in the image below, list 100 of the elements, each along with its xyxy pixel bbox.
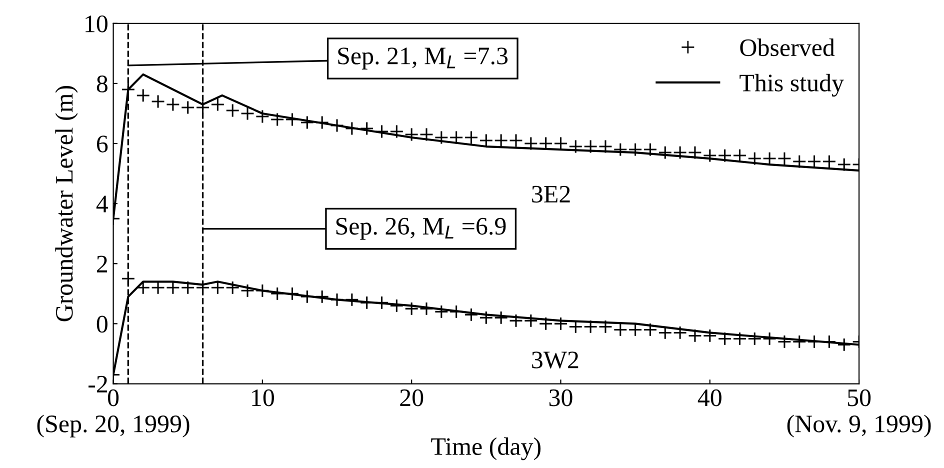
point — [255, 284, 270, 298]
point — [420, 302, 434, 316]
point — [494, 310, 508, 325]
point — [702, 328, 717, 343]
point — [151, 280, 165, 295]
point — [404, 302, 419, 316]
point — [449, 304, 464, 319]
point — [374, 124, 389, 138]
point — [210, 280, 225, 295]
y-tick-label: 6 — [96, 136, 108, 152]
point — [479, 310, 494, 325]
y-tick-label: 8 — [96, 76, 108, 92]
x-tick-label: 30 — [549, 389, 572, 406]
point — [718, 332, 732, 346]
point — [732, 332, 747, 346]
point — [420, 128, 434, 142]
point — [792, 334, 806, 349]
annotation: Sep. 21, M$_{L}$ =7.3 — [338, 48, 508, 70]
point — [538, 316, 553, 331]
point — [494, 134, 508, 148]
point — [613, 322, 628, 337]
point — [792, 154, 806, 169]
point — [390, 298, 404, 313]
point — [434, 304, 448, 319]
point — [180, 280, 195, 295]
point — [598, 320, 612, 334]
point — [166, 98, 180, 112]
point — [300, 290, 314, 304]
point — [196, 280, 210, 295]
point — [479, 134, 494, 148]
x-tick-label: 20 — [400, 389, 424, 406]
point — [584, 320, 598, 334]
point — [255, 110, 270, 124]
point — [673, 146, 688, 160]
point — [643, 142, 658, 157]
annotation: 3E2 — [532, 186, 570, 203]
point — [777, 152, 792, 166]
point — [240, 106, 254, 120]
point — [210, 98, 225, 112]
point — [777, 334, 792, 349]
point — [718, 148, 732, 163]
annotation: 3W2 — [532, 352, 578, 369]
point — [285, 286, 300, 301]
legend-label: This study — [740, 74, 844, 97]
y-tick-label: 2 — [97, 256, 108, 272]
y-tick-label: 10 — [86, 15, 108, 32]
point — [509, 314, 523, 328]
point — [315, 116, 330, 130]
point — [688, 146, 702, 160]
point — [344, 292, 359, 307]
point — [568, 140, 583, 154]
point — [524, 136, 538, 150]
point — [136, 88, 150, 102]
legend-label: Observed — [740, 38, 835, 56]
point — [748, 332, 762, 346]
point — [434, 130, 448, 144]
annotation: Sep. 26, M$_{L}$ =6.9 — [336, 218, 506, 240]
point — [121, 272, 136, 286]
point — [762, 152, 777, 166]
point — [300, 116, 314, 130]
point — [315, 290, 330, 304]
point — [837, 158, 852, 172]
point — [196, 100, 210, 114]
point — [226, 104, 240, 118]
point — [180, 100, 195, 114]
point — [449, 130, 464, 144]
point — [613, 142, 628, 157]
point — [658, 146, 672, 160]
point — [822, 154, 836, 169]
point — [270, 286, 284, 301]
point — [554, 316, 568, 331]
y-tick-label: 0 — [96, 316, 108, 333]
point — [837, 338, 852, 352]
point — [240, 284, 254, 298]
x-axis-title: Time (day) — [431, 437, 540, 460]
point — [330, 118, 344, 132]
point — [748, 152, 762, 166]
x-tick-label: 40 — [698, 389, 722, 406]
point — [673, 326, 688, 340]
point — [360, 122, 374, 136]
point — [732, 148, 747, 163]
point — [702, 148, 717, 163]
y-tick-label: 4 — [96, 196, 108, 212]
point — [270, 112, 284, 126]
point — [464, 308, 478, 322]
point — [285, 112, 300, 126]
point — [136, 280, 150, 295]
point — [121, 82, 136, 96]
point — [390, 124, 404, 138]
point — [330, 292, 344, 307]
point — [374, 296, 389, 310]
point — [464, 130, 478, 144]
point — [688, 328, 702, 343]
point — [166, 280, 180, 295]
point — [226, 280, 240, 295]
x-tick-label: 10 — [252, 389, 274, 406]
point — [584, 140, 598, 154]
point — [598, 140, 612, 154]
point — [643, 322, 658, 337]
point — [344, 122, 359, 136]
